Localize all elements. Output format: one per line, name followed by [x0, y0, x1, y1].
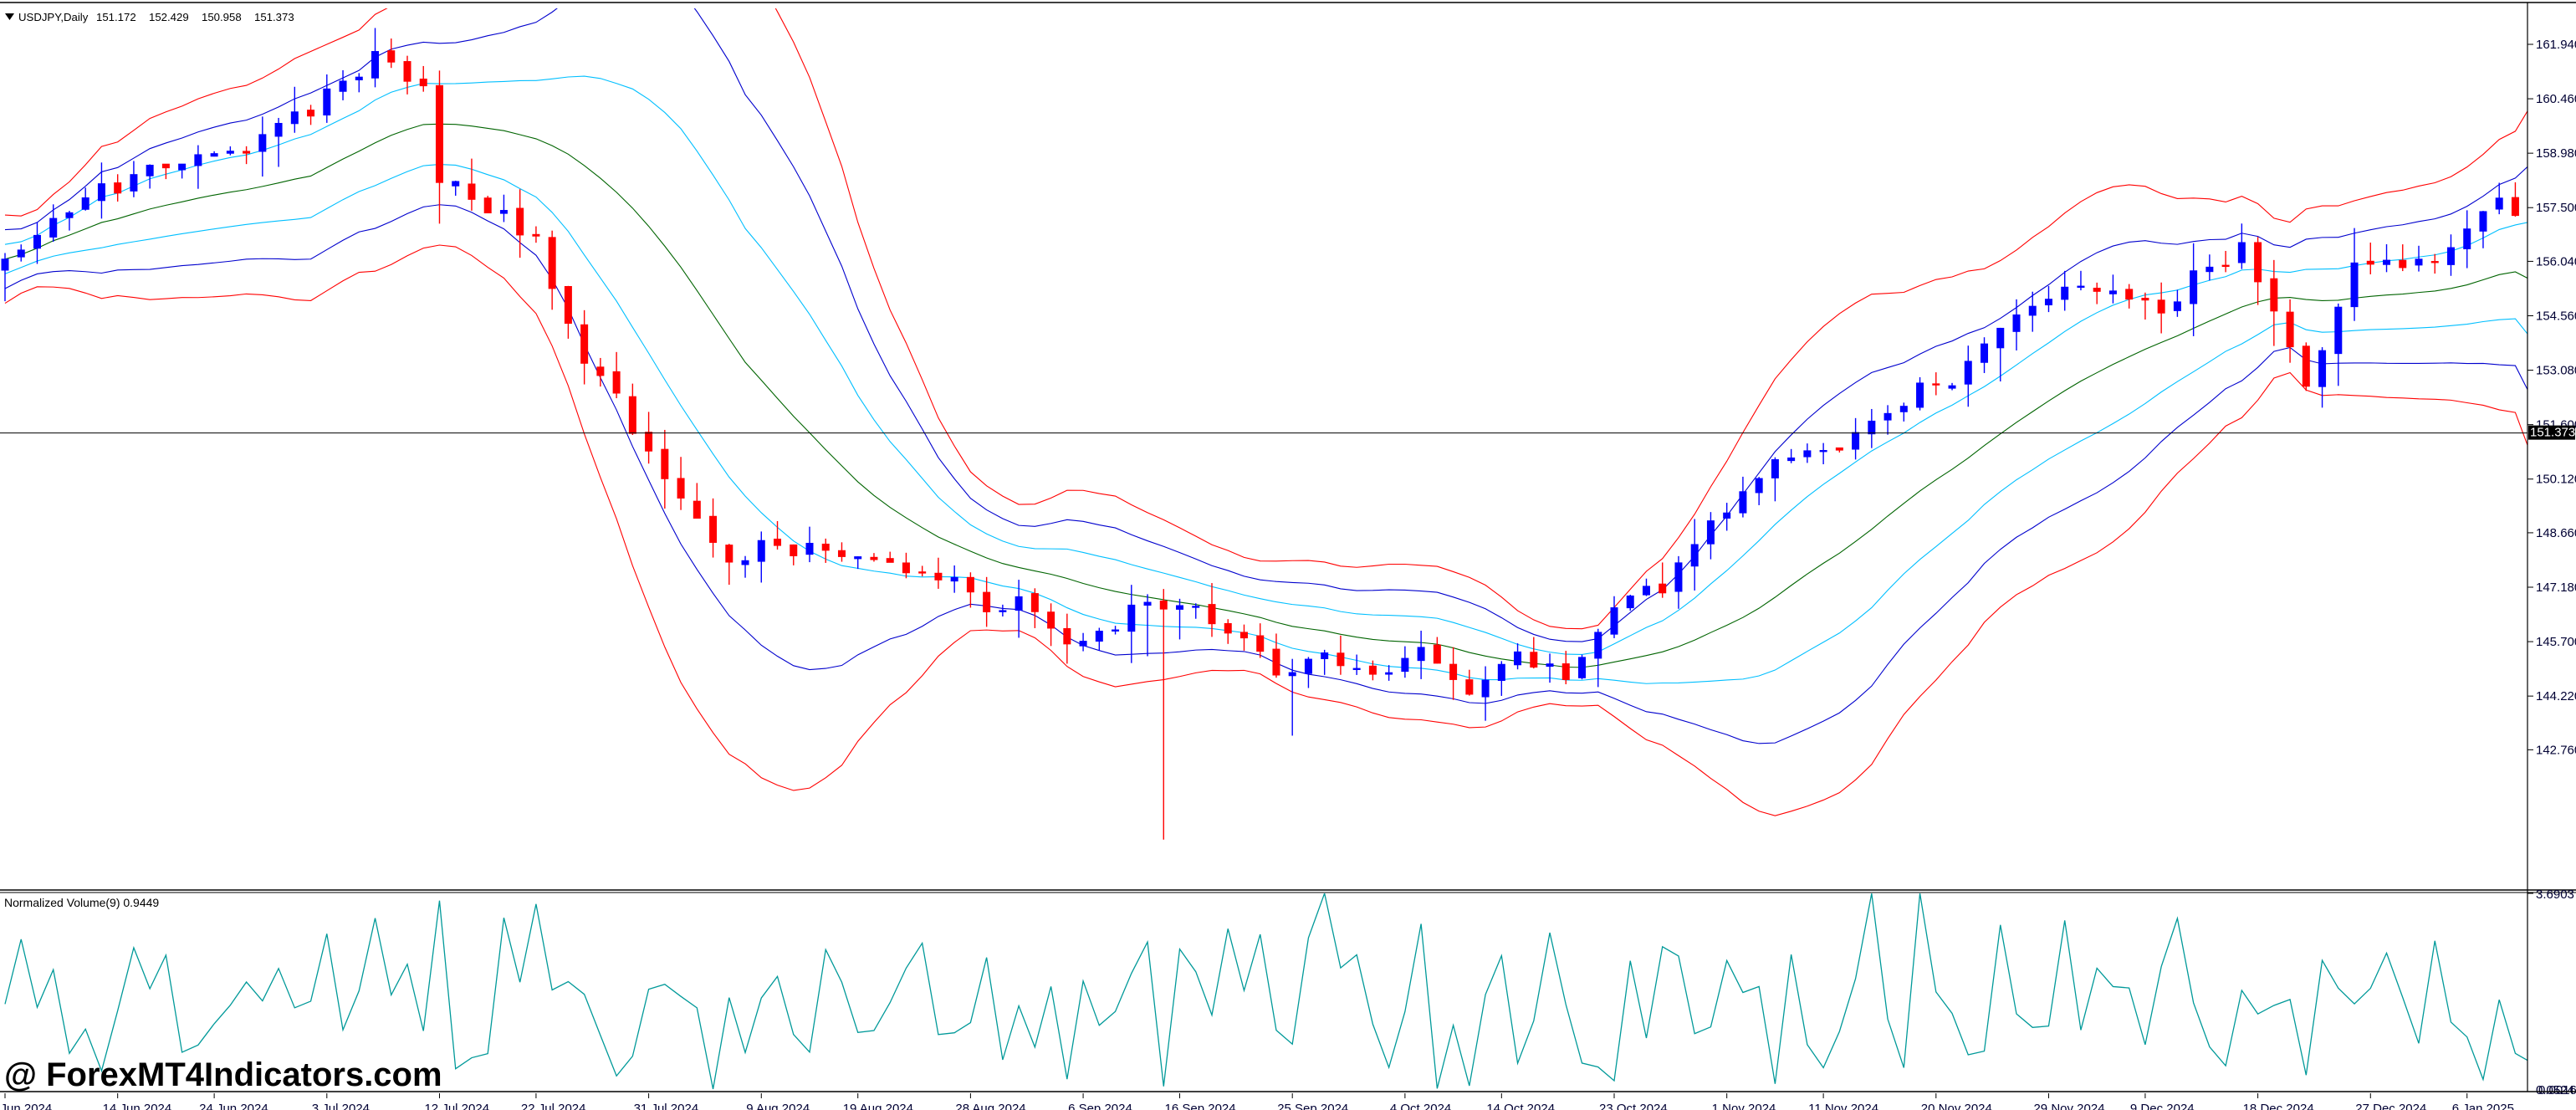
svg-text:6 Jan 2025: 6 Jan 2025: [2452, 1102, 2514, 1110]
svg-text:154.560: 154.560: [2536, 309, 2576, 324]
svg-text:14 Oct 2024: 14 Oct 2024: [1486, 1102, 1555, 1110]
svg-text:24 Jun 2024: 24 Jun 2024: [199, 1102, 268, 1110]
svg-text:9 Aug 2024: 9 Aug 2024: [746, 1102, 810, 1110]
svg-text:19 Aug 2024: 19 Aug 2024: [843, 1102, 913, 1110]
svg-text:23 Oct 2024: 23 Oct 2024: [1599, 1102, 1668, 1110]
svg-text:161.940: 161.940: [2536, 38, 2576, 52]
svg-text:3 Jul 2024: 3 Jul 2024: [312, 1102, 370, 1110]
svg-text:151.373: 151.373: [254, 11, 294, 23]
svg-text:145.700: 145.700: [2536, 635, 2576, 649]
svg-text:160.460: 160.460: [2536, 92, 2576, 106]
svg-text:16 Sep 2024: 16 Sep 2024: [1165, 1102, 1236, 1110]
svg-text:148.660: 148.660: [2536, 526, 2576, 540]
svg-text:18 Dec 2024: 18 Dec 2024: [2243, 1102, 2314, 1110]
svg-text:@ ForexMT4Indicators.com: @ ForexMT4Indicators.com: [4, 1056, 442, 1093]
svg-text:157.500: 157.500: [2536, 201, 2576, 215]
svg-text:1 Nov 2024: 1 Nov 2024: [1712, 1102, 1776, 1110]
svg-text:20 Nov 2024: 20 Nov 2024: [1921, 1102, 1992, 1110]
svg-text:22 Jul 2024: 22 Jul 2024: [521, 1102, 586, 1110]
svg-text:151.172: 151.172: [96, 11, 136, 23]
svg-text:153.080: 153.080: [2536, 364, 2576, 378]
svg-text:4 Oct 2024: 4 Oct 2024: [1390, 1102, 1451, 1110]
svg-text:150.958: 150.958: [202, 11, 242, 23]
svg-text:11 Nov 2024: 11 Nov 2024: [1808, 1102, 1878, 1110]
svg-text:156.040: 156.040: [2536, 254, 2576, 269]
svg-text:USDJPY,Daily: USDJPY,Daily: [18, 11, 89, 23]
svg-text:25 Sep 2024: 25 Sep 2024: [1277, 1102, 1348, 1110]
svg-text:144.220: 144.220: [2536, 689, 2576, 703]
svg-text:142.760: 142.760: [2536, 743, 2576, 757]
svg-text:14 Jun 2024: 14 Jun 2024: [103, 1102, 172, 1110]
svg-text:12 Jul 2024: 12 Jul 2024: [424, 1102, 489, 1110]
svg-text:28 Aug 2024: 28 Aug 2024: [955, 1102, 1025, 1110]
svg-text:152.429: 152.429: [149, 11, 189, 23]
svg-text:158.980: 158.980: [2536, 146, 2576, 161]
svg-text:147.180: 147.180: [2536, 581, 2576, 595]
svg-text:151.373: 151.373: [2530, 426, 2575, 440]
svg-text:5 Jun 2024: 5 Jun 2024: [0, 1102, 52, 1110]
svg-text:150.120: 150.120: [2536, 473, 2576, 487]
svg-text:9 Dec 2024: 9 Dec 2024: [2130, 1102, 2195, 1110]
svg-text:27 Dec 2024: 27 Dec 2024: [2355, 1102, 2426, 1110]
svg-text:29 Nov 2024: 29 Nov 2024: [2033, 1102, 2104, 1110]
svg-text:31 Jul 2024: 31 Jul 2024: [634, 1102, 699, 1110]
svg-text:Normalized Volume(9) 0.9449: Normalized Volume(9) 0.9449: [4, 896, 159, 909]
svg-text:6 Sep 2024: 6 Sep 2024: [1068, 1102, 1132, 1110]
svg-text:3.6903: 3.6903: [2536, 887, 2574, 902]
svg-text:0.0016: 0.0016: [2538, 1083, 2576, 1097]
